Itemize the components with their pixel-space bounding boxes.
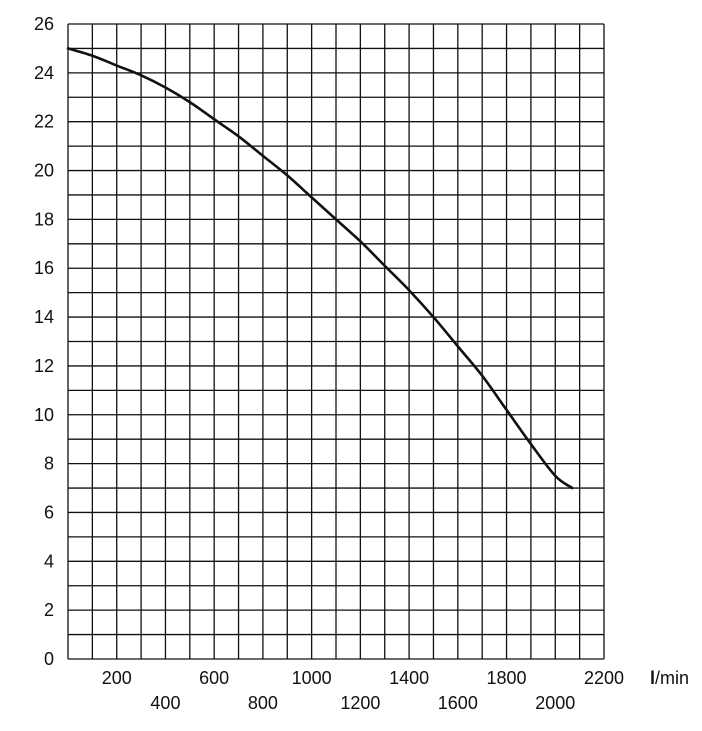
y-tick-label: 2 (44, 600, 54, 620)
x-tick-label: 400 (150, 693, 180, 713)
x-axis-unit-strong: l (650, 668, 655, 688)
y-tick-label: 26 (34, 14, 54, 34)
x-tick-label: 1000 (292, 668, 332, 688)
x-tick-label: 1600 (438, 693, 478, 713)
chart-series (66, 47, 574, 490)
y-tick-label: 24 (34, 63, 54, 83)
y-tick-label: 12 (34, 356, 54, 376)
y-tick-label: 10 (34, 405, 54, 425)
x-axis-unit-label: l/min (650, 668, 689, 688)
chart-grid (67, 23, 605, 660)
x-tick-label: 2200 (584, 668, 624, 688)
y-tick-label: 18 (34, 209, 54, 229)
x-axis-unit-rest: /min (655, 668, 689, 688)
y-tick-label: 14 (34, 307, 54, 327)
y-tick-label: 0 (44, 649, 54, 669)
x-tick-label: 1800 (487, 668, 527, 688)
y-tick-label: 20 (34, 161, 54, 181)
y-tick-label: 4 (44, 551, 54, 571)
pump-curve-line (66, 47, 574, 490)
x-axis-tick-labels: 200 600 1000 1400 1800 2200 400 800 1200 1600 2000 (102, 668, 624, 713)
x-tick-label: 1400 (389, 668, 429, 688)
y-tick-label: 6 (44, 502, 54, 522)
y-tick-label: 22 (34, 112, 54, 132)
x-tick-label: 200 (102, 668, 132, 688)
x-tick-label: 800 (248, 693, 278, 713)
x-tick-label: 1200 (340, 693, 380, 713)
y-tick-label: 8 (44, 454, 54, 474)
x-tick-label: 600 (199, 668, 229, 688)
y-tick-label: 16 (34, 258, 54, 278)
x-tick-label: 2000 (535, 693, 575, 713)
